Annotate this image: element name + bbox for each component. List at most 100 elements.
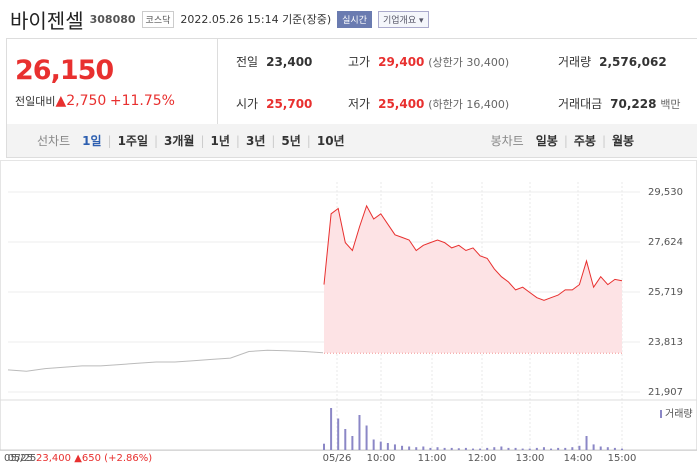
volume-legend: 거래량 (665, 408, 693, 420)
quote-value: 23,400 (266, 55, 313, 69)
change-label: 전일대비 (15, 95, 56, 108)
area (324, 205, 622, 353)
x-tick-label: 10:00 (367, 453, 396, 464)
separator: | (154, 133, 159, 148)
quote-value: 25,700 (266, 97, 313, 111)
y-tick-label: 21,907 (648, 387, 683, 398)
separator: | (235, 133, 240, 148)
quote-note: (하한가 16,400) (428, 98, 510, 111)
quote-table: 전일 23,400 고가 29,400 (상한가 30,400) 거래량 2,576,06… (217, 39, 697, 125)
realtime-button[interactable]: 실시간 (337, 10, 372, 28)
period-tab[interactable]: 10년 (316, 134, 345, 148)
stock-code: 308080 (89, 12, 136, 26)
period-tab[interactable]: 1일 (82, 134, 102, 148)
volume-bar (393, 444, 396, 450)
volume-bar (422, 446, 425, 450)
footer: 05/25 23,400 ▲650 (+2.86%) (4, 453, 152, 464)
x-tick-label: 14:00 (564, 453, 593, 464)
quote-value: 29,400 (378, 55, 425, 69)
quote-cell: 거래대금 70,228 백만 (558, 95, 681, 112)
x-tick-label: 11:00 (418, 453, 447, 464)
change-pct: +11.75% (109, 93, 175, 109)
y-tick-label: 27,624 (648, 237, 683, 248)
quote-label: 저가 (348, 97, 371, 111)
y-tick-label: 25,719 (648, 287, 683, 298)
price-line (7, 349, 324, 372)
volume-bar (521, 448, 524, 450)
separator: | (601, 133, 606, 148)
volume-bar (323, 443, 325, 450)
x-tick-label: 12:00 (468, 453, 497, 464)
volume-bar (578, 445, 581, 450)
volume-bar (379, 441, 382, 450)
quote-cell: 고가 29,400 (상한가 30,400) (348, 53, 509, 70)
company-button[interactable]: 기업개요 ▾ (377, 10, 429, 28)
stock-name: 바이젠셀 (10, 8, 84, 33)
volume-bar (479, 448, 482, 450)
company-label[interactable]: 기업개요 (382, 15, 417, 26)
volume-bar (486, 447, 489, 450)
volume-bar (528, 448, 531, 450)
x-tick-label: 13:00 (516, 453, 545, 464)
volume-bar (613, 447, 616, 450)
quote-label: 고가 (348, 55, 371, 69)
volume-bar (550, 448, 553, 450)
volume-bar (415, 447, 418, 450)
volume-bar (542, 447, 545, 450)
x-tick-label: 15:00 (608, 453, 637, 464)
y-tick-label: 23,813 (648, 337, 683, 348)
chart: 29,530 27,624 25,719 23,813 21,907 05/25 05/26… (0, 160, 697, 464)
period-tab[interactable]: 5년 (281, 134, 301, 148)
separator: | (200, 133, 205, 148)
period-tab[interactable]: 3개월 (164, 134, 195, 148)
quote-label: 거래량 (558, 55, 592, 69)
volume-bar (585, 436, 588, 450)
volume-bar (606, 447, 609, 450)
volume-bar (592, 444, 595, 450)
candle-tab[interactable]: 월봉 (612, 134, 635, 148)
quote-cell: 저가 25,400 (하한가 16,400) (348, 95, 509, 112)
quote-label: 전일 (236, 55, 259, 69)
volume-bar (599, 446, 602, 450)
quote-value: 2,576,062 (599, 55, 667, 69)
header: 바이젠셀 308080 코스닥 2022.05.26 15:14 기준(장중) … (10, 6, 429, 33)
y-tick-label: 29,530 (648, 187, 683, 198)
separator: | (271, 133, 276, 148)
tab-group-label: 봉차트 (490, 134, 524, 148)
quote-cell: 시가 25,700 (236, 95, 312, 112)
quote-label: 시가 (236, 97, 259, 111)
market-badge: 코스닥 (141, 10, 175, 28)
separator: | (306, 133, 311, 148)
period-tab[interactable]: 1주일 (117, 134, 148, 148)
period-tab[interactable]: 1년 (210, 134, 230, 148)
volume-bar (514, 447, 517, 450)
footer-change-pct: (+2.86%) (104, 453, 152, 464)
quote-note: 백만 (660, 98, 681, 111)
volume-bar (429, 447, 432, 450)
quote-box: 26,150 전일대비▲2,750 +11.75% 전일 23,400 고가 29,4… (6, 38, 697, 126)
quote-value: 70,228 (610, 97, 657, 111)
volume-bar (457, 448, 460, 450)
volume-legend-swatch (660, 410, 662, 418)
quote-value: 25,400 (378, 97, 425, 111)
volume-bar (401, 445, 404, 450)
volume-bar (351, 436, 354, 450)
separator: | (107, 133, 112, 148)
volume-bar (500, 446, 503, 450)
volume-bar (571, 447, 574, 450)
volume-bar (337, 418, 340, 450)
volume-bar (493, 447, 496, 450)
period-tab[interactable]: 3년 (245, 134, 266, 148)
volume-bar (372, 439, 375, 450)
volume-bar (557, 447, 560, 450)
volume-bar (443, 447, 446, 450)
footer-change: ▲650 (74, 453, 101, 464)
volume-bar (344, 429, 347, 450)
footer-close: 23,400 (36, 453, 71, 464)
separator: | (563, 133, 568, 148)
quote-label: 거래대금 (558, 97, 603, 111)
quote-cell: 거래량 2,576,062 (558, 53, 667, 70)
candle-tab[interactable]: 주봉 (573, 134, 596, 148)
change: 전일대비▲2,750 +11.75% (15, 93, 175, 109)
candle-tab[interactable]: 일봉 (535, 134, 558, 148)
